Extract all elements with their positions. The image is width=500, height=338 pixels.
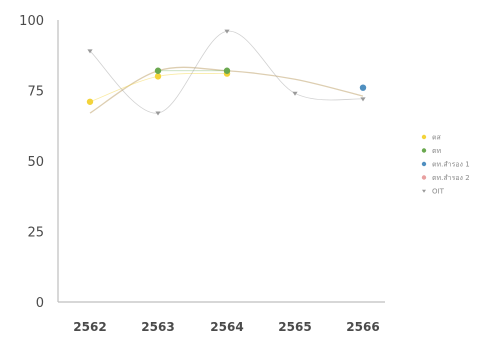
legend-label: OIT [432,188,445,196]
data-point [360,97,366,102]
x-tick-label: 2566 [346,320,379,334]
y-tick-label: 75 [27,85,44,100]
legend-label: ตส [432,134,442,142]
legend-label: ตท [432,147,442,155]
legend-marker [421,134,427,140]
x-tick-label: 2565 [278,320,311,334]
series-line [89,30,364,114]
x-tick-label: 2564 [210,320,243,334]
y-tick-label: 50 [27,155,44,170]
legend-label: ตท.สำรอง 2 [432,174,470,182]
x-tick-label: 2563 [141,320,174,334]
data-point [292,91,298,96]
x-tick-label: 2562 [73,320,106,334]
data-point [359,84,367,91]
data-point [155,111,161,116]
legend-marker [421,148,427,153]
tick-labels: 0 25 50 75 100 2562 2563 2564 2565 2566 [19,14,380,334]
data-point [154,73,162,80]
data-points [86,29,367,116]
data-point [87,49,93,54]
legend-marker [422,189,426,193]
legend-marker [421,161,427,167]
data-point [86,98,94,105]
y-tick-label: 25 [27,226,44,241]
data-point [223,67,231,74]
data-point [154,67,162,74]
y-tick-label: 0 [36,296,44,311]
y-tick-label: 100 [19,14,44,29]
legend-label: ตท.สำรอง 1 [432,161,470,169]
data-point [224,29,230,34]
axes [57,20,385,303]
legend-marker [421,175,427,180]
